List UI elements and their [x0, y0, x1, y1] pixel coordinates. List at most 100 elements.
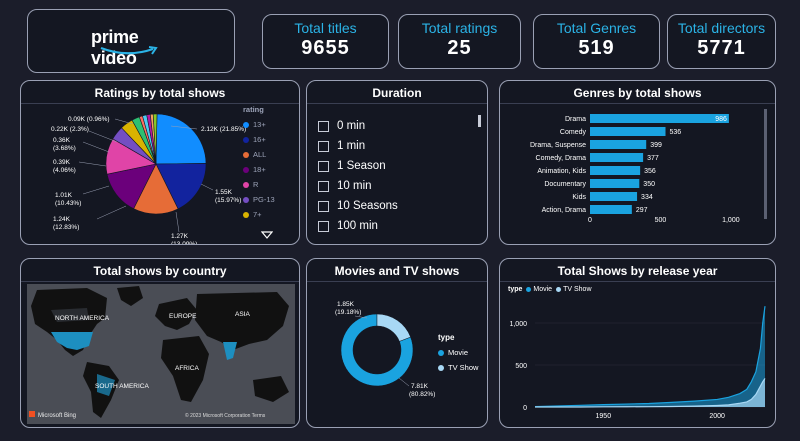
bar-category-label: Drama, Suspense [530, 142, 586, 149]
checkbox[interactable] [318, 200, 329, 212]
bar-value-label: 399 [650, 142, 662, 149]
pie-data-label: 0.09K (0.96%) [68, 116, 110, 123]
leader-line [82, 141, 110, 153]
genres-bar-chart[interactable]: Drama 986 Comedy 536 Drama, Suspense 399 Comed… [500, 104, 777, 244]
scrollbar[interactable] [764, 109, 767, 219]
bar[interactable] [590, 166, 641, 175]
microsoft-logo-icon [29, 411, 35, 417]
world-map[interactable]: NORTH AMERICA EUROPE ASIA AFRICA SOUTH A… [27, 284, 295, 424]
pie-slice[interactable] [155, 113, 207, 165]
type-panel: Movies and TV shows 1.85K (19.18%) 7.81K (8… [306, 258, 488, 428]
legend-item[interactable]: ALL [243, 147, 298, 162]
pie-slice[interactable] [155, 163, 207, 210]
legend-dot [556, 287, 562, 292]
bar[interactable] [590, 140, 647, 149]
legend-item[interactable]: 16+ [243, 132, 298, 147]
divider [500, 103, 775, 104]
bar-category-label: Drama [565, 116, 586, 123]
legend-dot [243, 151, 249, 158]
legend-item-movie[interactable]: Movie [438, 345, 478, 360]
option-label: 10 Seasons [337, 200, 398, 212]
map-copyright[interactable]: © 2023 Microsoft Corporation Terms [185, 412, 266, 419]
pie-data-label-pct: (10.43%) [55, 200, 81, 207]
kpi-label: Total titles [294, 20, 357, 36]
leader-line [82, 185, 110, 195]
leader-line [200, 183, 214, 191]
duration-option[interactable]: 0 min [318, 116, 468, 136]
legend-label: 18+ [253, 165, 266, 174]
duration-option[interactable]: 10 Seasons [318, 196, 468, 216]
duration-option[interactable]: 10 min [318, 176, 468, 196]
logo-card: prime video [27, 9, 235, 73]
pie-data-label: 0.36K [53, 137, 71, 144]
area-series[interactable] [535, 306, 765, 407]
leader-line [398, 377, 410, 387]
leader-line [88, 130, 118, 143]
pie-data-label-pct: (4.06%) [53, 167, 76, 174]
bar[interactable] [590, 127, 666, 136]
leader-line [96, 205, 127, 220]
pie-slice[interactable] [152, 113, 158, 165]
divider [21, 103, 299, 104]
scrollbar[interactable] [478, 115, 481, 127]
option-label: 100 min [337, 220, 378, 232]
bar[interactable] [590, 153, 644, 162]
legend-label: 16+ [253, 135, 266, 144]
duration-option[interactable]: 1 min [318, 136, 468, 156]
y-tick-label: 0 [523, 405, 527, 412]
pie-data-label-pct: (13.09%) [171, 241, 197, 244]
ratings-pie-chart[interactable]: 2.12K (21.85%) 1.55K(15.97%) 1.27K(13.09%)… [21, 104, 301, 244]
checkbox[interactable] [318, 140, 329, 152]
legend-label: TV Show [448, 363, 479, 372]
line-series [535, 378, 766, 408]
bar-category-label: Animation, Kids [537, 168, 586, 175]
ratings-panel: Ratings by total shows 2.12K (21.85%) 1.5… [20, 80, 300, 245]
legend-label[interactable]: Movie [533, 286, 553, 293]
leader-line [354, 315, 368, 319]
release-area-chart[interactable]: 1,000 500 0 1950 2000 [500, 297, 777, 427]
legend-item[interactable]: 18+ [243, 162, 298, 177]
ratings-legend: rating 13+ 16+ ALL 18+ R PG-13 7+ [243, 105, 298, 222]
legend-label: PG-13 [253, 195, 275, 204]
donut-slice[interactable] [340, 313, 414, 387]
duration-panel: Duration 0 min 1 min 1 Season 10 min 10 Seas… [306, 80, 488, 245]
checkbox[interactable] [318, 120, 329, 132]
bar-category-label: Comedy, Drama [536, 155, 587, 162]
area-series[interactable] [535, 378, 765, 407]
pie-data-label: 1.55K [215, 189, 233, 196]
checkbox[interactable] [318, 220, 329, 232]
duration-option[interactable]: 1 Season [318, 156, 468, 176]
donut-label: 1.85K [337, 301, 355, 308]
pie-data-label: 0.22K (2.3%) [51, 126, 89, 133]
y-tick-label: 1,000 [509, 321, 527, 328]
bar[interactable] [590, 205, 632, 214]
checkbox[interactable] [318, 180, 329, 192]
legend-label[interactable]: TV Show [563, 286, 592, 293]
type-donut-chart[interactable]: 1.85K(19.18%) 7.81K(80.82%) [307, 282, 489, 427]
checkbox[interactable] [318, 160, 329, 172]
legend-item[interactable]: R [243, 177, 298, 192]
legend-item-tv-show[interactable]: TV Show [438, 360, 478, 375]
duration-option[interactable]: 100 min [318, 216, 468, 236]
scroll-down-icon[interactable] [261, 231, 273, 239]
bar[interactable] [590, 114, 729, 123]
donut-label: 7.81K [411, 383, 429, 390]
legend-item[interactable]: PG-13 [243, 192, 298, 207]
bar-value-label: 356 [644, 168, 656, 175]
bar-category-label: Kids [572, 194, 586, 201]
legend-item[interactable]: 13+ [243, 117, 298, 132]
legend-label: R [253, 180, 259, 189]
country-panel: Total shows by country NORTH AMERICA EUR… [20, 258, 300, 428]
pie-data-label-pct: (15.97%) [215, 197, 241, 204]
bar[interactable] [590, 192, 638, 201]
kpi-value: 519 [578, 37, 615, 59]
leader-line [78, 161, 107, 167]
kpi-label: Total directors [677, 20, 766, 36]
bar-value-label: 986 [715, 116, 727, 123]
legend-item[interactable]: 7+ [243, 207, 298, 222]
map-asia [195, 292, 289, 350]
donut-slice[interactable] [376, 313, 411, 342]
release-panel: Total Shows by release year type Movie T… [499, 258, 776, 428]
bar[interactable] [590, 179, 640, 188]
panel-title: Total Shows by release year [557, 264, 718, 278]
